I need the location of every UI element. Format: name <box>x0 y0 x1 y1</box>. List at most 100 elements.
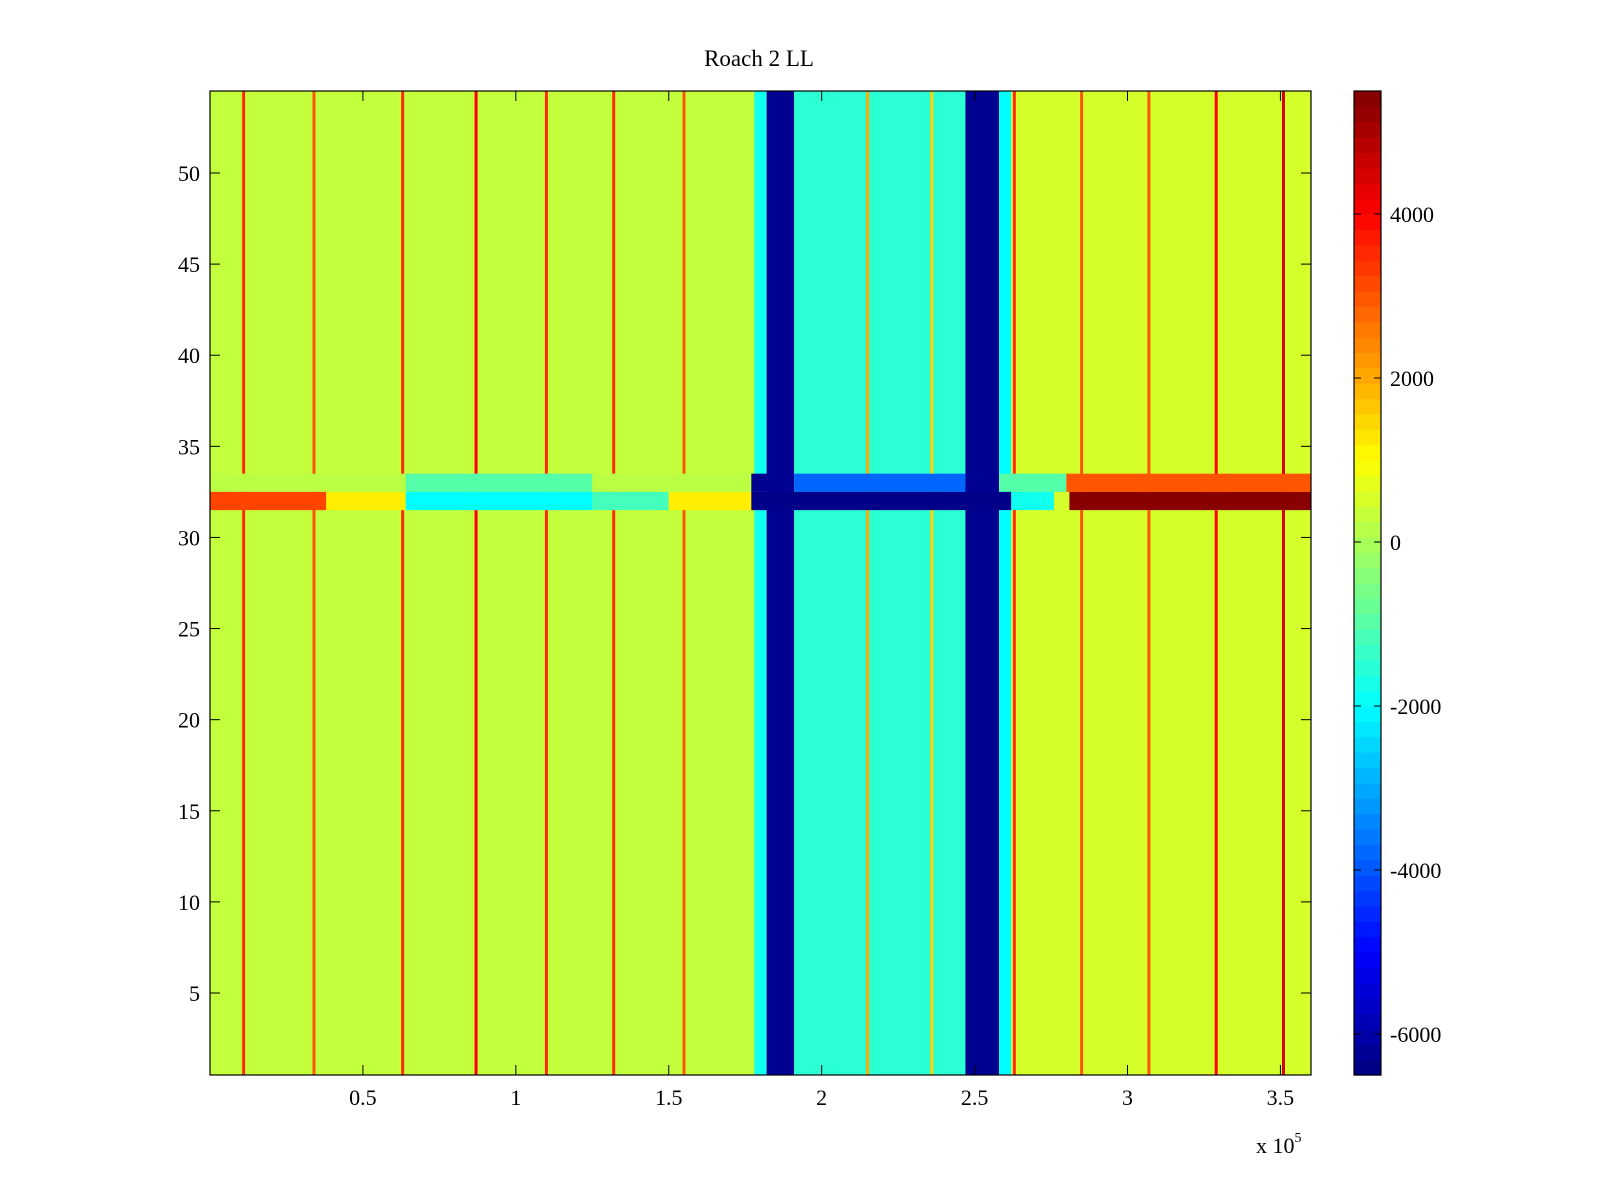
plot-axes-frame <box>209 90 1312 1076</box>
colorbar-tick-label: 4000 <box>1390 202 1434 227</box>
colorbar-swatch <box>1354 444 1381 461</box>
heatmap-spike-line <box>1080 91 1084 1075</box>
colorbar-swatch <box>1354 106 1381 123</box>
colorbar-ticks: -6000 -4000 -2000 0 2000 4000 <box>1354 202 1441 1047</box>
heatmap-row-33-segment <box>999 473 1067 492</box>
heatmap-column-band <box>210 91 755 1075</box>
colorbar-swatch <box>1354 183 1381 200</box>
colorbar-swatch <box>1354 798 1381 815</box>
colorbar-swatch <box>1354 244 1381 261</box>
heatmap-spike-line <box>242 91 246 1075</box>
heatmap-column-band <box>754 91 767 1075</box>
colorbar-tick-label: -2000 <box>1390 694 1441 719</box>
colorbar-swatch <box>1354 905 1381 922</box>
colorbar-swatch <box>1354 1013 1381 1030</box>
colorbar-swatch <box>1354 613 1381 630</box>
colorbar-swatch <box>1354 583 1381 599</box>
heatmap-spike-line <box>1214 91 1218 1075</box>
colorbar-swatch <box>1354 982 1381 999</box>
colorbar-swatch <box>1354 260 1381 277</box>
colorbar-swatch <box>1354 167 1381 184</box>
heatmap-row-32-segment <box>326 491 406 511</box>
plot-border <box>209 90 1312 1076</box>
heatmap-spike-line <box>866 91 870 1075</box>
heatmap-spike-line <box>1281 91 1285 1075</box>
x-axis-multiplier-base: x 10 <box>1256 1133 1295 1158</box>
colorbar-swatch <box>1354 875 1381 892</box>
colorbar-swatch <box>1354 552 1381 569</box>
colorbar-swatch <box>1354 567 1381 584</box>
colorbar-tick-label: 2000 <box>1390 366 1434 391</box>
colorbar-swatch <box>1354 736 1381 753</box>
colorbar-swatch <box>1354 967 1381 984</box>
x-axis-multiplier-exponent: 5 <box>1295 1131 1302 1146</box>
heatmap-spike-line <box>682 91 686 1075</box>
heatmap-spike-line <box>401 91 405 1075</box>
heatmap-row-33-segment <box>592 473 752 492</box>
colorbar-swatch <box>1354 429 1381 446</box>
colorbar-swatch <box>1354 936 1381 953</box>
colorbar-swatch <box>1354 398 1381 415</box>
y-tick-label: 5 <box>189 981 200 1006</box>
colorbar-swatch <box>1354 629 1381 646</box>
colorbar-tick-label: -4000 <box>1390 858 1441 883</box>
colorbar-swatch <box>1354 506 1381 523</box>
colorbar-swatch <box>1354 1044 1381 1061</box>
colorbar-swatch <box>1354 1059 1381 1076</box>
heatmap-row-33-segment <box>210 473 406 492</box>
colorbar-swatch <box>1354 152 1381 169</box>
colorbar-swatch <box>1354 690 1381 707</box>
heatmap-row-33-segment <box>405 473 593 492</box>
heatmap-column-band <box>965 91 1000 1075</box>
colorbar-swatch <box>1354 460 1381 476</box>
heatmap-cells <box>210 91 1311 1075</box>
y-tick-label: 10 <box>178 890 200 915</box>
colorbar-swatch <box>1354 659 1381 676</box>
x-tick-label: 2 <box>816 1085 827 1110</box>
heatmap-row-32-segment <box>1054 491 1070 511</box>
heatmap-column-band <box>999 91 1012 1075</box>
heatmap-column-band <box>766 91 795 1075</box>
heatmap-row-32-segment <box>210 491 327 511</box>
colorbar-swatch <box>1354 475 1381 492</box>
colorbar <box>1353 90 1382 1076</box>
x-tick-label: 1 <box>510 1085 521 1110</box>
heatmap-row-32-segment <box>668 491 752 511</box>
heatmap-spike-line <box>930 91 934 1075</box>
colorbar-swatch <box>1354 844 1381 861</box>
colorbar-swatch <box>1354 813 1381 830</box>
heatmap-spike-line <box>544 91 548 1075</box>
colorbar-swatch <box>1354 752 1381 769</box>
colorbar-swatch <box>1354 121 1381 138</box>
heatmap-row-33-segment <box>794 473 966 492</box>
heatmap-row-33-segment <box>751 473 795 492</box>
y-tick-label: 15 <box>178 799 200 824</box>
x-tick-label: 2.5 <box>961 1085 989 1110</box>
colorbar-swatch <box>1354 1028 1381 1045</box>
colorbar-swatch <box>1354 229 1381 246</box>
x-axis-ticks: 0.5 1 1.5 2 2.5 3 3.5 <box>349 91 1294 1110</box>
colorbar-swatch <box>1354 367 1381 384</box>
colorbar-swatch <box>1354 337 1381 353</box>
colorbar-swatch <box>1354 829 1381 845</box>
heatmap-column-band <box>1011 91 1311 1075</box>
colorbar-swatch <box>1354 536 1381 553</box>
heatmap-row-32-segment <box>1069 491 1311 511</box>
heatmap-row-32-segment <box>751 491 1012 511</box>
x-tick-label: 0.5 <box>349 1085 377 1110</box>
colorbar-swatch <box>1354 490 1381 507</box>
colorbar-swatch <box>1354 721 1381 738</box>
colorbar-swatch <box>1354 890 1381 907</box>
chart-title: Roach 2 LL <box>704 46 814 71</box>
colorbar-swatch <box>1354 767 1381 784</box>
y-tick-label: 35 <box>178 434 200 459</box>
colorbar-swatch <box>1354 921 1381 938</box>
colorbar-swatch <box>1354 137 1381 154</box>
heatmap-row-33-segment <box>1066 473 1311 492</box>
colorbar-swatch <box>1354 413 1381 430</box>
heatmap-row-32-segment <box>405 491 593 511</box>
heatmap-row-32-segment <box>1011 491 1055 511</box>
heatmap-spike-line <box>312 91 316 1075</box>
x-tick-label: 3.5 <box>1267 1085 1295 1110</box>
